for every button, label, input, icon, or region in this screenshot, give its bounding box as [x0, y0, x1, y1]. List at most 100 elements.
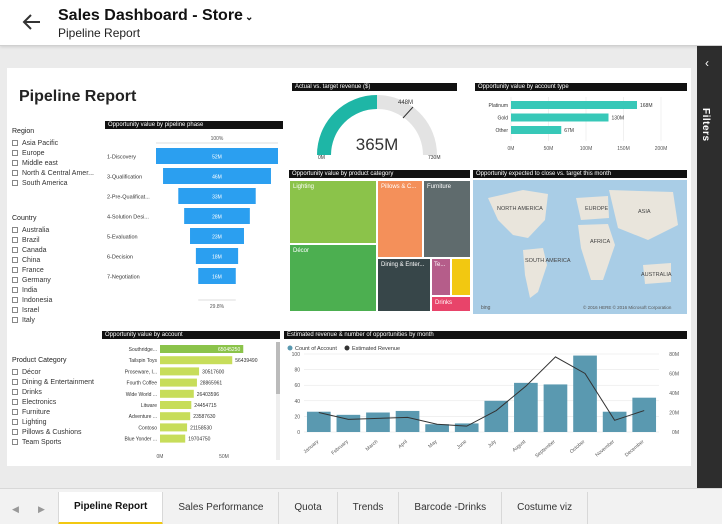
tab-5[interactable]: Costume viz: [502, 492, 589, 524]
checkbox[interactable]: [12, 140, 18, 146]
month-bar[interactable]: [484, 400, 509, 432]
checkbox[interactable]: [12, 297, 18, 303]
treemap-chart[interactable]: Lighting Décor Pillows & C... Furniture …: [289, 180, 471, 312]
combo-chart[interactable]: Count of Account Estimated Revenue 0 20 40…: [284, 340, 689, 466]
slicer-item[interactable]: Australia: [12, 225, 102, 235]
filters-label[interactable]: Filters: [700, 108, 711, 142]
treemap-cell-pillows[interactable]: Pillows & C...: [377, 180, 423, 258]
checkbox[interactable]: [12, 317, 18, 323]
account-bar[interactable]: [160, 356, 233, 365]
treemap-cell-dining[interactable]: Dining & Enter...: [377, 258, 431, 312]
slicer-item[interactable]: China: [12, 255, 102, 265]
next-page-icon[interactable]: ▶: [38, 504, 45, 514]
checkbox[interactable]: [12, 429, 18, 435]
slicer-item[interactable]: Brazil: [12, 235, 102, 245]
account-bar-chart[interactable]: Southridge... 65045250 Tailspin Toys 564394…: [102, 340, 282, 466]
month-bar[interactable]: [632, 397, 657, 432]
tab-0[interactable]: Pipeline Report: [58, 492, 164, 524]
account-bar[interactable]: [160, 434, 186, 443]
prev-page-icon[interactable]: ◀: [12, 504, 19, 514]
treemap-cell-furniture[interactable]: Furniture: [423, 180, 471, 258]
checkbox[interactable]: [12, 389, 18, 395]
slicer-item[interactable]: Italy: [12, 315, 102, 325]
month-bar[interactable]: [602, 411, 627, 432]
tab-3[interactable]: Trends: [338, 492, 400, 524]
account-type-bar[interactable]: [511, 126, 562, 134]
checkbox[interactable]: [12, 180, 18, 186]
funnel-bar[interactable]: [184, 208, 250, 224]
tab-1[interactable]: Sales Performance: [163, 492, 280, 524]
tab-2[interactable]: Quota: [279, 492, 338, 524]
slicer-item[interactable]: Décor: [12, 367, 102, 377]
account-bar[interactable]: [160, 412, 191, 421]
month-bar[interactable]: [514, 382, 538, 432]
slicer-item[interactable]: Dining & Entertainment: [12, 377, 102, 387]
chevron-down-icon[interactable]: ⌄: [244, 12, 254, 23]
checkbox[interactable]: [12, 150, 18, 156]
funnel-bar[interactable]: [195, 248, 239, 264]
account-bar[interactable]: [160, 367, 200, 376]
checkbox[interactable]: [12, 369, 18, 375]
chevron-left-icon[interactable]: ‹: [705, 56, 709, 70]
slicer-item[interactable]: Middle east: [12, 158, 102, 168]
funnel-bar[interactable]: [198, 268, 236, 284]
account-bar[interactable]: [160, 345, 244, 353]
checkbox[interactable]: [12, 419, 18, 425]
dashboard-title[interactable]: Sales Dashboard - Store ⌄: [58, 7, 254, 24]
month-bar[interactable]: [306, 411, 331, 432]
slicer-item[interactable]: Electronics: [12, 397, 102, 407]
month-bar[interactable]: [454, 423, 479, 432]
slicer-item[interactable]: Team Sports: [12, 437, 102, 447]
month-bar[interactable]: [366, 412, 390, 433]
scrollbar-thumb[interactable]: [276, 342, 280, 394]
account-type-bar[interactable]: [511, 113, 609, 122]
slicer-item[interactable]: France: [12, 265, 102, 275]
tab-4[interactable]: Barcode -Drinks: [399, 492, 503, 524]
checkbox[interactable]: [12, 277, 18, 283]
slicer-item[interactable]: India: [12, 285, 102, 295]
funnel-bar[interactable]: [190, 228, 244, 244]
treemap-cell-lighting[interactable]: Lighting: [289, 180, 377, 244]
checkbox[interactable]: [12, 267, 18, 273]
slicer-item[interactable]: Drinks: [12, 387, 102, 397]
month-bar[interactable]: [425, 424, 449, 432]
slicer-item[interactable]: Furniture: [12, 407, 102, 417]
scrollbar-track[interactable]: [276, 342, 280, 460]
slicer-item[interactable]: South America: [12, 178, 102, 188]
treemap-cell-drinks[interactable]: Drinks: [431, 296, 471, 312]
gauge-chart[interactable]: 448M 365M 0M 730M: [292, 93, 462, 163]
checkbox[interactable]: [12, 237, 18, 243]
slicer-item[interactable]: Asia Pacific: [12, 138, 102, 148]
funnel-bar[interactable]: [163, 168, 271, 184]
slicer-item[interactable]: Israel: [12, 305, 102, 315]
slicer-item[interactable]: North & Central Amer...: [12, 168, 102, 178]
funnel-bar[interactable]: [156, 148, 278, 164]
checkbox[interactable]: [12, 399, 18, 405]
back-arrow-icon[interactable]: [20, 10, 44, 34]
account-bar[interactable]: [160, 401, 192, 409]
account-bar[interactable]: [160, 378, 197, 387]
account-bar[interactable]: [160, 423, 188, 432]
revenue-line[interactable]: [318, 356, 645, 427]
slicer-item[interactable]: Germany: [12, 275, 102, 285]
treemap-cell-team-sports[interactable]: Te...: [431, 258, 451, 296]
checkbox[interactable]: [12, 160, 18, 166]
account-type-bar[interactable]: [511, 101, 637, 109]
slicer-item[interactable]: Indonesia: [12, 295, 102, 305]
month-bar[interactable]: [543, 384, 568, 432]
account-type-bar-chart[interactable]: 0M 50M 100M 150M 200M Platinum 168M Gold 130M Oth…: [475, 93, 689, 161]
slicer-item[interactable]: Europe: [12, 148, 102, 158]
account-bar[interactable]: [160, 389, 194, 398]
checkbox[interactable]: [12, 170, 18, 176]
treemap-cell-decor[interactable]: Décor: [289, 244, 377, 312]
checkbox[interactable]: [12, 379, 18, 385]
checkbox[interactable]: [12, 257, 18, 263]
month-bar[interactable]: [573, 355, 597, 432]
world-map[interactable]: NORTH AMERICA EUROPE ASIA AFRICA SOUTH A…: [473, 180, 687, 314]
checkbox[interactable]: [12, 287, 18, 293]
slicer-item[interactable]: Canada: [12, 245, 102, 255]
checkbox[interactable]: [12, 439, 18, 445]
funnel-chart[interactable]: 100% 52M 1-Discovery 46M 3-Qualification 33M 2…: [105, 130, 285, 315]
slicer-item[interactable]: Pillows & Cushions: [12, 427, 102, 437]
filters-pane[interactable]: ‹ Filters: [697, 46, 722, 488]
